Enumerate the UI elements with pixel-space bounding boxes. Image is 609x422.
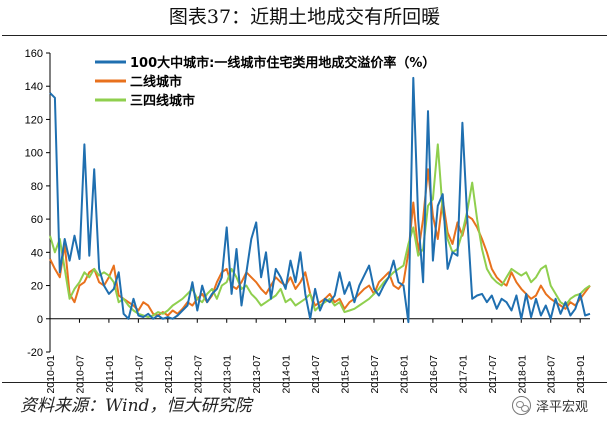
x-tick-label: 2015-01 bbox=[340, 355, 352, 394]
x-tick-label: 2012-07 bbox=[192, 355, 204, 394]
bottom-rule bbox=[2, 382, 607, 383]
legend-label-1: 100大中城市:一线城市住宅类用地成交溢价率（%） bbox=[130, 55, 435, 71]
y-tick-label: 40 bbox=[31, 247, 43, 259]
y-tick-label: 100 bbox=[25, 148, 43, 160]
series-line-3 bbox=[49, 143, 591, 319]
y-tick-label: 160 bbox=[25, 48, 43, 60]
series-lines bbox=[49, 76, 591, 324]
x-tick-label: 2012-01 bbox=[163, 355, 175, 394]
x-tick-label: 2017-07 bbox=[487, 355, 499, 394]
x-tick-label: 2018-07 bbox=[546, 355, 558, 394]
x-tick-label: 2019-01 bbox=[575, 355, 587, 394]
x-tick-label: 2014-01 bbox=[281, 355, 293, 394]
x-tick-label: 2013-07 bbox=[251, 355, 263, 394]
x-tick-label: 2014-07 bbox=[310, 355, 322, 394]
top-rule bbox=[2, 35, 607, 36]
axes: -20 0 20 40 60 80 100 120 140 160 2010-01 2010-07 20… bbox=[25, 48, 590, 394]
wechat-icon bbox=[512, 395, 531, 415]
source-note: 资料来源：Wind，恒大研究院 bbox=[20, 396, 252, 416]
y-tick-label: 20 bbox=[31, 281, 43, 293]
watermark: 泽平宏观 bbox=[512, 394, 588, 416]
x-tick-label: 2010-01 bbox=[45, 355, 57, 394]
x-tick-label: 2011-01 bbox=[104, 355, 116, 393]
y-tick-label: 0 bbox=[37, 314, 43, 326]
watermark-text: 泽平宏观 bbox=[536, 399, 589, 415]
x-tick-label: 2010-07 bbox=[74, 355, 86, 394]
x-tick-label: 2015-07 bbox=[369, 355, 381, 394]
y-tick-label: 60 bbox=[31, 214, 43, 226]
legend-label-2: 二线城市 bbox=[130, 74, 182, 90]
x-tick-label: 2018-01 bbox=[516, 355, 528, 394]
x-tick-label: 2016-01 bbox=[398, 355, 410, 394]
x-tick-label: 2013-01 bbox=[222, 355, 234, 394]
y-tick-label: 80 bbox=[31, 181, 43, 193]
x-tick-label: 2017-01 bbox=[457, 355, 469, 394]
series-line-2 bbox=[49, 168, 591, 317]
x-tick-label: 2016-07 bbox=[428, 355, 440, 394]
x-tick-label: 2011-07 bbox=[133, 355, 145, 393]
series-line-1 bbox=[49, 76, 591, 324]
y-tick-label: 120 bbox=[25, 114, 43, 126]
y-tick-label: -20 bbox=[27, 347, 43, 359]
legend-label-3: 三四线城市 bbox=[130, 93, 195, 109]
y-tick-label: 140 bbox=[25, 81, 43, 93]
chart-title: 图表37：近期土地成交有所回暖 bbox=[168, 6, 441, 28]
